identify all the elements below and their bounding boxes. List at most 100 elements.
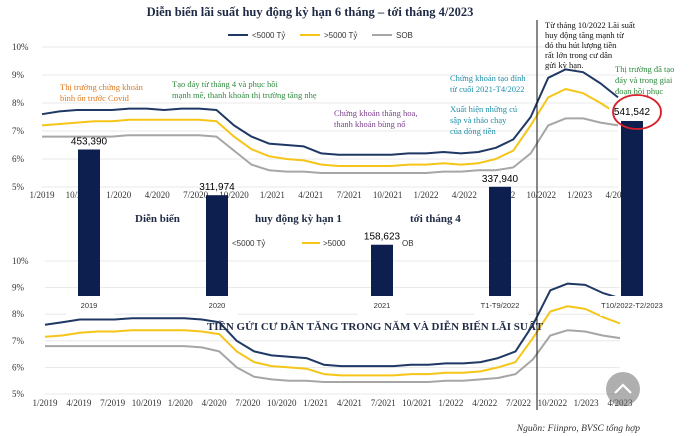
bottom-series-1 (44, 305, 621, 377)
bottom-x-tick: 1/2022 (438, 398, 463, 408)
bar-2020 (206, 195, 228, 296)
bottom-y-tick: 7% (12, 336, 25, 346)
bar-label-panel (474, 298, 528, 318)
top-x-tick: 1/2022 (413, 190, 438, 200)
bottom-series-0 (44, 282, 621, 368)
annotation-market-recovering: Thị trường đã tạo đáy và trong giai đoạn h… (615, 64, 674, 96)
top-y-tick: 6% (12, 154, 25, 164)
bar-category-label: T1-T9/2022 (481, 301, 520, 310)
bottom-x-tick: 7/2021 (371, 398, 396, 408)
bar-value-panel (609, 105, 655, 118)
bottom-y-tick: 10% (12, 256, 29, 266)
bottom-legend-ob: OB (402, 239, 414, 248)
deposit-caption: TIỀN GỬI CƯ DÂN TĂNG TRONG NĂM VÀ DIỄN B… (207, 320, 544, 333)
bar-category-label: 2020 (209, 301, 226, 310)
bottom-y-tick: 6% (12, 362, 25, 372)
bar-T10/2022-T2/2023 (621, 121, 643, 296)
top-chart-title: Diễn biến lãi suất huy động kỳ hạn 6 thá… (147, 5, 474, 19)
top-x-tick: 1/2023 (567, 190, 593, 200)
bottom-x-tick: 10/2020 (267, 398, 297, 408)
top-x-tick: 10/2022 (526, 190, 556, 200)
bottom-title-fragment-1: Diễn biến (135, 213, 180, 225)
scroll-top-button[interactable] (606, 372, 640, 406)
bottom-x-tick: 10/2021 (402, 398, 432, 408)
top-gridlines: 10%9%8%7%6%5%1/201910/20191/20204/20207/… (12, 42, 631, 200)
top-y-tick: 8% (12, 98, 25, 108)
top-x-tick: 4/2023 (605, 190, 631, 200)
bar-value-label: 337,940 (482, 174, 519, 185)
source-note: Nguồn: Fiinpro, BVSC tổng hợp (516, 423, 640, 434)
top-series-1 (41, 88, 619, 167)
bottom-x-tick: 7/2020 (235, 398, 261, 408)
top-x-tick: 4/2022 (452, 190, 477, 200)
top-y-tick: 7% (12, 126, 25, 136)
bottom-x-tick: 1/2023 (574, 398, 600, 408)
top-x-tick: 1/2019 (29, 190, 55, 200)
legend-lt5000: <5000 Tỷ (252, 31, 285, 40)
annotations: Thị trường chứng khoán bình ổn trước Covi… (60, 20, 674, 136)
top-series-2 (42, 117, 619, 174)
bar-label-panel (66, 298, 114, 318)
chevron-up-icon (614, 383, 632, 394)
bottom-y-tick: 5% (12, 389, 25, 399)
bottom-x-tick: 7/2019 (100, 398, 126, 408)
bottom-series-2 (45, 329, 621, 383)
bottom-x-tick: 1/2020 (168, 398, 194, 408)
bottom-legend-gt5000: >5000 (323, 239, 346, 248)
top-legend: <5000 Tỷ >5000 Tỷ SOB (228, 31, 413, 40)
highlight-circle (612, 94, 662, 130)
bottom-x-tick: 10/2022 (538, 398, 568, 408)
bottom-legend-lt5000: <5000 Tỷ (232, 239, 265, 248)
bar-value-label: 453,390 (71, 136, 108, 147)
bar-value-label: 311,974 (199, 182, 235, 193)
annotation-market-peak: Chứng khoán tạo đỉnh từ cuối 2021-T4/2022 (450, 73, 526, 94)
bottom-x-tick: 10/2019 (132, 398, 162, 408)
legend-gt5000: >5000 Tỷ (324, 31, 357, 40)
top-series-lines (41, 68, 619, 174)
bottom-x-tick: 4/2021 (337, 398, 362, 408)
bottom-title-fragment-3: tới tháng 4 (410, 213, 461, 225)
legend-sob: SOB (396, 31, 413, 40)
bar-category-label: 2021 (374, 301, 391, 310)
annotation-pre-covid: Thị trường chứng khoán bình ổn trước Covi… (60, 82, 144, 103)
bottom-x-tick: 7/2022 (506, 398, 531, 408)
bar-category-label: T10/2022-T2/2023 (601, 301, 663, 310)
top-x-tick: 1/2020 (106, 190, 132, 200)
bottom-x-tick: 4/2020 (202, 398, 228, 408)
bottom-x-tick: 4/2022 (472, 398, 497, 408)
top-x-tick: 7/2020 (183, 190, 209, 200)
top-x-tick: 10/2021 (373, 190, 403, 200)
top-x-tick: 4/2020 (145, 190, 171, 200)
annotation-market-boom: Chứng khoán thăng hoa, thanh khoản bùng n… (334, 108, 417, 129)
bottom-x-tick: 1/2021 (303, 398, 328, 408)
bottom-x-tick: 4/2019 (66, 398, 92, 408)
annotation-market-crash: Xuất hiện những cú sập và tháo chạy của dò… (450, 104, 518, 136)
top-x-tick: 1/2021 (260, 190, 285, 200)
bar-2021 (371, 244, 393, 296)
bar-label-panel (600, 296, 664, 316)
top-series-0 (41, 68, 619, 156)
top-y-tick: 5% (12, 182, 25, 192)
bottom-y-tick: 9% (12, 283, 25, 293)
top-x-tick: 10/2020 (219, 190, 249, 200)
deposit-bars: 453,390 2019 311,974 2020 158,623 2021 337,940… (66, 105, 664, 318)
top-y-tick: 9% (12, 70, 25, 80)
bar-value-label: 541,542 (614, 107, 651, 118)
bottom-title-fragment-2: huy động kỳ hạn 1 (255, 213, 342, 225)
top-x-tick: 4/2021 (298, 190, 323, 200)
bar-label-panel (198, 298, 238, 318)
bar-value-label: 158,623 (364, 232, 401, 243)
bar-T1-T9/2022 (489, 186, 511, 296)
top-y-tick: 10% (12, 42, 29, 52)
bottom-x-tick: 1/2019 (32, 398, 58, 408)
bar-label-panel (358, 298, 406, 318)
bar-2019 (78, 149, 100, 296)
bottom-y-tick: 8% (12, 309, 25, 319)
annotation-bottom-recovery: Tạo đáy từ tháng 4 và phục hồi mạnh mẽ, t… (172, 79, 317, 100)
bar-category-label: 2019 (81, 301, 98, 310)
top-x-tick: 7/2021 (337, 190, 362, 200)
bottom-series-lines (44, 282, 621, 383)
annotation-rate-hike: Từ tháng 10/2022 Lãi suất huy động tăng m… (545, 20, 636, 70)
